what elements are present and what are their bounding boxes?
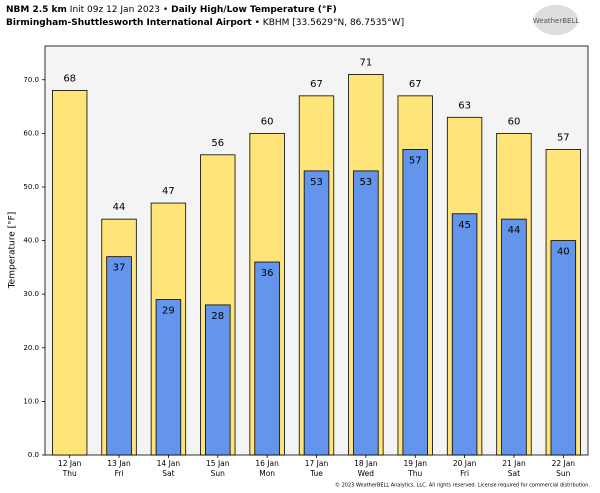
- x-tick-label: 22 Jan: [552, 459, 576, 468]
- x-tick-label: 16 Jan: [255, 459, 279, 468]
- bar: [303, 170, 330, 456]
- x-tick-weekday: Thu: [62, 469, 77, 478]
- logo: [534, 5, 578, 35]
- y-axis-label: Temperature [°F]: [8, 212, 18, 290]
- bar: [550, 240, 577, 456]
- x-tick-weekday: Fri: [460, 469, 469, 478]
- y-tick-label: 20.0: [23, 344, 39, 352]
- bar: [353, 170, 379, 456]
- x-tick-label: 14 Jan: [157, 459, 181, 468]
- init: Init 09z 12 Jan 2023: [70, 5, 160, 15]
- x-tick-weekday: Sat: [508, 469, 520, 478]
- station: Birmingham-Shuttlesworth International A…: [6, 18, 252, 28]
- x-tick-label: 15 Jan: [206, 459, 230, 468]
- value-label: 53: [310, 177, 323, 188]
- x-tick-label: 19 Jan: [403, 459, 427, 468]
- separator: •: [255, 18, 260, 28]
- value-label: 44: [113, 202, 126, 213]
- value-label: 60: [261, 116, 274, 127]
- value-label: 57: [409, 155, 422, 166]
- bar: [155, 299, 182, 456]
- value-label: 36: [261, 268, 274, 279]
- value-label: 57: [557, 132, 570, 143]
- value-label: 63: [458, 100, 471, 111]
- x-tick-weekday: Sat: [162, 469, 174, 478]
- y-tick-label: 50.0: [23, 183, 39, 191]
- x-tick-weekday: Sun: [211, 469, 226, 478]
- value-label: 28: [211, 311, 224, 322]
- header-line-1: NBM 2.5 km Init 09z 12 Jan 2023 • Daily …: [6, 5, 337, 15]
- x-tick-label: 12 Jan: [58, 459, 82, 468]
- title: Daily High/Low Temperature (°F): [171, 5, 337, 15]
- header-line-2: Birmingham-Shuttlesworth International A…: [6, 18, 404, 28]
- value-label: 71: [359, 57, 372, 68]
- value-label: 53: [359, 177, 372, 188]
- x-tick-weekday: Fri: [115, 469, 124, 478]
- y-tick-label: 70.0: [23, 76, 39, 84]
- value-label: 47: [162, 186, 175, 197]
- bar: [254, 261, 280, 456]
- x-tick-label: 18 Jan: [354, 459, 378, 468]
- value-label: 67: [409, 79, 422, 90]
- y-tick-label: 0.0: [28, 451, 39, 459]
- y-tick-label: 40.0: [23, 237, 39, 245]
- value-label: 29: [162, 306, 175, 317]
- bar: [501, 218, 527, 456]
- x-tick-label: 21 Jan: [502, 459, 526, 468]
- value-label: 68: [63, 73, 76, 84]
- x-tick-weekday: Wed: [358, 469, 375, 478]
- value-label: 40: [557, 247, 570, 258]
- value-label: 45: [458, 220, 471, 231]
- value-label: 44: [508, 225, 521, 236]
- x-tick-weekday: Mon: [259, 469, 275, 478]
- bar: [402, 149, 428, 456]
- value-label: 67: [310, 79, 323, 90]
- y-tick-label: 10.0: [23, 397, 39, 405]
- bar: [205, 304, 231, 456]
- x-tick-weekday: Sun: [556, 469, 571, 478]
- value-label: 60: [508, 116, 521, 127]
- bar: [52, 90, 88, 456]
- bar: [106, 256, 132, 456]
- x-tick-label: 17 Jan: [305, 459, 329, 468]
- bar: [451, 213, 478, 456]
- station-id: KBHM [33.5629°N, 86.7535°W]: [263, 18, 404, 28]
- logo-text: WeatherBELL: [533, 17, 580, 25]
- x-tick-weekday: Thu: [407, 469, 422, 478]
- value-label: 56: [211, 138, 224, 149]
- footer: © 2023 WeatherBELL Analytics, LLC. All r…: [335, 482, 590, 489]
- model: NBM 2.5 km: [6, 5, 67, 15]
- x-tick-label: 20 Jan: [453, 459, 477, 468]
- value-label: 37: [113, 263, 126, 274]
- x-tick-weekday: Tue: [309, 469, 323, 478]
- separator: •: [163, 5, 168, 15]
- x-tick-label: 13 Jan: [107, 459, 131, 468]
- y-tick-label: 60.0: [23, 129, 39, 137]
- y-tick-label: 30.0: [23, 290, 39, 298]
